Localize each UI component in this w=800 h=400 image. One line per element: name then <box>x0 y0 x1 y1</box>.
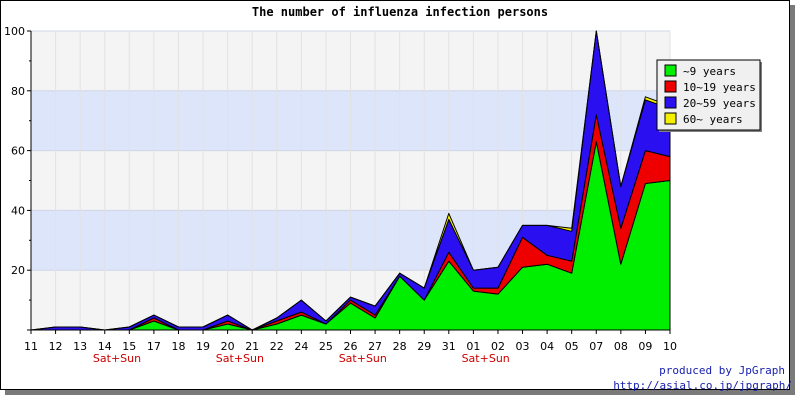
legend-label: 10~19 years <box>683 81 756 94</box>
x-tick-label: 01 <box>466 340 480 353</box>
legend-label: ~9 years <box>683 65 736 78</box>
y-tick-labels: 20 40 60 80 100 <box>4 25 25 277</box>
y-tick-label: 60 <box>11 145 25 158</box>
legend-label: 20~59 years <box>683 97 756 110</box>
legend-label: 60~ years <box>683 113 743 126</box>
legend-swatch <box>664 80 677 93</box>
y-tick-label: 20 <box>11 264 25 277</box>
x-tick-label: 21 <box>245 340 259 353</box>
x-tick-label: 14 <box>98 340 112 353</box>
x-tick-label: 10 <box>663 340 677 353</box>
x-tick-labels: 11 12 13 14 15 17 18 19 20 21 22 24 25 26 27 28 29 31 01 02… <box>24 340 677 353</box>
credit-line-1: produced by JpGraph <box>659 364 785 377</box>
x-tick-label: 04 <box>540 340 554 353</box>
x-tick-label: 18 <box>171 340 185 353</box>
legend-swatch <box>664 112 677 125</box>
x-tick-label: 25 <box>319 340 333 353</box>
y-tick-label: 80 <box>11 85 25 98</box>
chart-title: The number of influenza infection person… <box>252 5 548 19</box>
x-tick-label: 11 <box>24 340 38 353</box>
x-tick-label: 29 <box>417 340 431 353</box>
x-tick-label: 28 <box>393 340 407 353</box>
y-tick-label: 100 <box>4 25 25 38</box>
x-tick-label: 24 <box>294 340 308 353</box>
legend-swatch <box>664 96 677 109</box>
x-tick-label: 22 <box>270 340 284 353</box>
x-tick-label: 07 <box>589 340 603 353</box>
x-tick-label: 09 <box>638 340 652 353</box>
x-tick-label: 15 <box>122 340 136 353</box>
x-tick-label: 27 <box>368 340 382 353</box>
x-tick-label: 31 <box>442 340 456 353</box>
weekend-notes: Sat+Sun Sat+Sun Sat+Sun Sat+Sun <box>93 352 510 365</box>
x-tick-label: 03 <box>516 340 530 353</box>
axes <box>27 30 671 334</box>
legend-swatch <box>664 64 677 77</box>
x-tick-label: 17 <box>147 340 161 353</box>
weekend-note: Sat+Sun <box>462 352 510 365</box>
x-tick-label: 05 <box>565 340 579 353</box>
weekend-note: Sat+Sun <box>93 352 141 365</box>
credit-line-2: http://asial.co.jp/jpgraph/ <box>613 379 792 392</box>
y-tick-label: 40 <box>11 204 25 217</box>
x-tick-label: 08 <box>614 340 628 353</box>
x-tick-label: 02 <box>491 340 505 353</box>
x-tick-label: 13 <box>73 340 87 353</box>
weekend-note: Sat+Sun <box>339 352 387 365</box>
x-tick-label: 12 <box>49 340 63 353</box>
x-tick-label: 20 <box>221 340 235 353</box>
x-tick-label: 26 <box>344 340 358 353</box>
x-tick-label: 19 <box>196 340 210 353</box>
legend: ~9 years 10~19 years 20~59 years 60~ years <box>656 59 762 132</box>
weekend-note: Sat+Sun <box>216 352 264 365</box>
